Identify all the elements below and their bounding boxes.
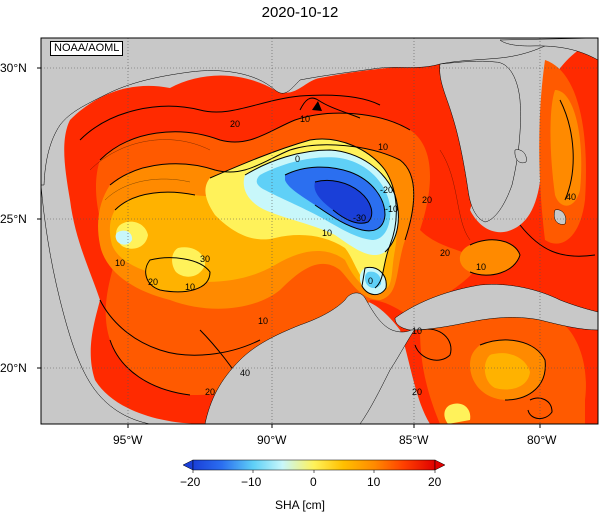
x-tick-label: 90°W (257, 433, 287, 447)
contour-label: 10 (322, 228, 332, 238)
contour-label: 20 (412, 387, 422, 397)
x-tick-label: 95°W (113, 433, 143, 447)
contour-label-group: 20 10 0 -30 -10 -20 10 20 10 10 20 30 40… (115, 114, 576, 397)
contour-label: 10 (412, 326, 422, 336)
contour-label: 40 (240, 368, 250, 378)
y-tick-label: 30°N (0, 61, 27, 75)
colorbar-tick: 20 (428, 475, 442, 489)
colorbar: −20 −10 0 10 20 (180, 459, 446, 489)
graticule (41, 38, 598, 424)
axis-ticks (37, 67, 541, 428)
sha-core (314, 180, 372, 224)
contour-label: 20 (440, 248, 450, 258)
contour-label: 0 (295, 154, 300, 164)
contour-label: -30 (353, 213, 366, 223)
y-tick-label: 25°N (0, 212, 27, 226)
florida-land (439, 60, 521, 223)
contour-label: 20 (230, 119, 240, 129)
x-tick-label: 80°W (527, 433, 557, 447)
contour-label: -20 (380, 185, 393, 195)
colorbar-tick: 10 (367, 475, 381, 489)
map-field (41, 38, 598, 424)
colorbar-tick: 0 (310, 475, 317, 489)
x-tick-label: 85°W (399, 433, 429, 447)
contour-label: -10 (385, 204, 398, 214)
map-frame (40, 37, 599, 425)
source-label: NOAA/AOML (50, 41, 124, 56)
colorbar-label: SHA [cm] (274, 498, 325, 512)
colorbar-tick: −10 (241, 475, 262, 489)
yucatan-land (204, 292, 421, 424)
cuba-land (394, 284, 598, 331)
contour-label: 20 (148, 277, 158, 287)
contour-label: 10 (300, 114, 310, 124)
contour-label: 10 (378, 142, 388, 152)
contour-label: 20 (205, 387, 215, 397)
colorbar-tick: −20 (180, 475, 201, 489)
contour-label: 20 (422, 195, 432, 205)
map-title: 2020-10-12 (261, 4, 339, 21)
contour-lines (79, 94, 596, 419)
contour-label: 10 (115, 258, 125, 268)
current-arrow-icon (312, 101, 322, 111)
contour-label: 10 (258, 316, 268, 326)
contour-label: 10 (185, 282, 195, 292)
contour-label: 40 (566, 192, 576, 202)
contour-label: 0 (368, 276, 373, 286)
contour-label: 10 (476, 262, 486, 272)
contour-label: 30 (200, 254, 210, 264)
y-tick-label: 20°N (0, 361, 27, 375)
